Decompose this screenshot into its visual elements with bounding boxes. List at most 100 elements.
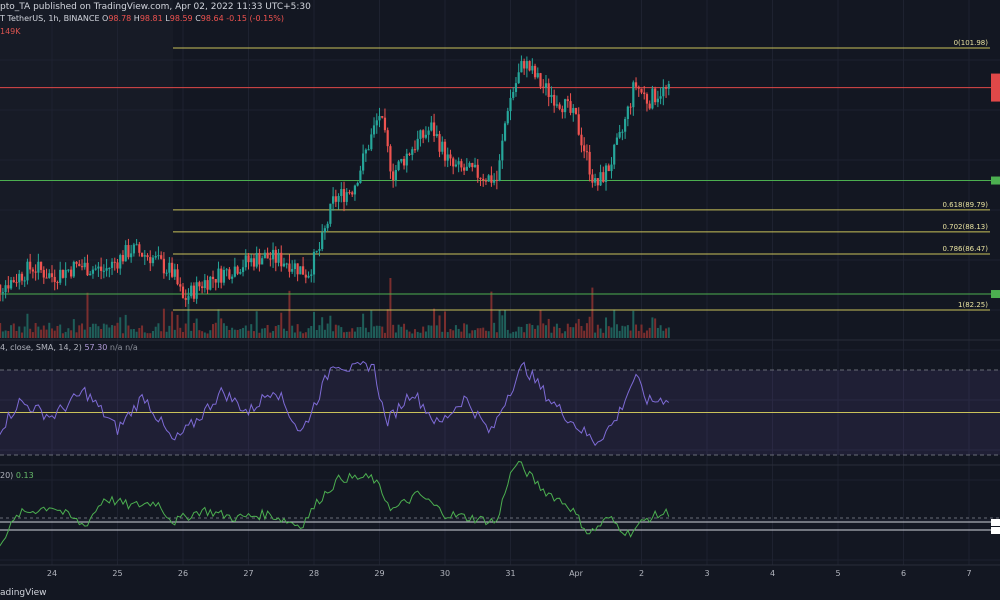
volume-bar [244,325,247,338]
volume-bar [209,330,212,338]
candle-body [100,266,103,271]
volume-bar [427,325,430,338]
volume-bar [70,330,73,338]
candle-body [110,261,114,268]
volume-bar [143,332,146,338]
candle-body [263,252,266,259]
volume-bar [640,324,643,338]
candle-body [220,268,223,283]
candle-body [138,244,141,253]
volume-bar [252,331,255,338]
candle-body [443,141,447,161]
volume-bar [362,313,365,338]
volume-bar [97,326,100,338]
candle-body [48,273,51,278]
volume-bar [558,327,561,338]
symbol-info: T TetherUS, 1h, BINANCE [0,14,100,23]
candle-body [86,262,89,276]
candle-body [203,280,206,289]
candle-body [18,273,21,283]
candle-body [250,258,253,263]
open-label: O [102,14,109,23]
candle-body [479,177,482,179]
candle-body [72,261,75,277]
candle-body [83,262,86,268]
volume-bar [162,308,165,338]
candle-body [441,141,444,152]
candle-body [119,255,122,269]
high-value: 98.81 [139,14,163,23]
volume-bar [302,333,305,338]
volume-bar [419,332,422,338]
candle-body [542,86,545,88]
candle-body [102,270,105,272]
volume-bar [539,309,542,338]
volume-bar [332,331,335,338]
candle-body [583,145,586,152]
volume-bar [615,324,618,338]
candle-body [4,285,7,293]
candle-body [471,162,474,168]
volume-bar [285,330,288,338]
candle-body [291,269,294,272]
candle-body [261,258,264,265]
candle-body [116,262,119,269]
candle-body [121,255,125,262]
volume-bar [51,328,53,338]
volume-bar [26,313,29,338]
volume-bar [452,330,455,338]
volume-bar [392,324,395,338]
rsi-settings: 4, close, SMA, 14, 2) [0,343,82,352]
volume-bar [564,331,567,338]
candle-body [12,280,15,283]
volume-bar [116,322,119,338]
change-value: -0.15 (-0.15%) [226,14,285,23]
candle-body [547,83,550,97]
candle-body [435,134,438,137]
volume-bar [7,330,10,338]
candle-body [640,88,643,93]
volume-bar [495,332,498,338]
volume-bar [490,291,493,338]
candle-body [468,162,471,167]
candle-body [473,164,477,168]
volume-bar [534,328,537,338]
candle-body [59,269,62,283]
volume-bar [446,332,449,338]
volume-bar [184,323,187,338]
candle-body [509,97,512,112]
rsi-na-2: n/a [125,343,138,352]
fib-label: 0(101.98) [954,39,989,47]
volume-bar [190,330,193,338]
volume-bar [599,328,602,338]
candle-body [176,269,179,285]
candle-body [452,158,455,167]
volume-bar [525,324,528,338]
volume-bar [149,333,152,338]
candle-body [626,106,629,120]
candle-body [23,280,26,282]
volume-bar [307,328,310,338]
volume-bar [654,318,657,338]
volume-bar [531,325,534,338]
candle-body [160,255,163,259]
candle-body [408,153,411,155]
candle-body [419,130,422,139]
volume-bar [40,329,43,338]
volume-bar [127,325,130,338]
candle-body [659,96,662,99]
candle-body [402,158,406,166]
candle-body [301,266,305,275]
volume-bar [367,332,370,338]
candle-body [553,94,556,106]
volume-bar [75,332,78,338]
volume-bar [651,317,654,338]
volume-bar [351,328,354,338]
candle-body [168,262,171,273]
candle-body [206,280,209,290]
candle-body [132,244,135,254]
volume-bar [203,332,206,338]
volume-bar [626,325,629,338]
candle-body [247,255,250,263]
